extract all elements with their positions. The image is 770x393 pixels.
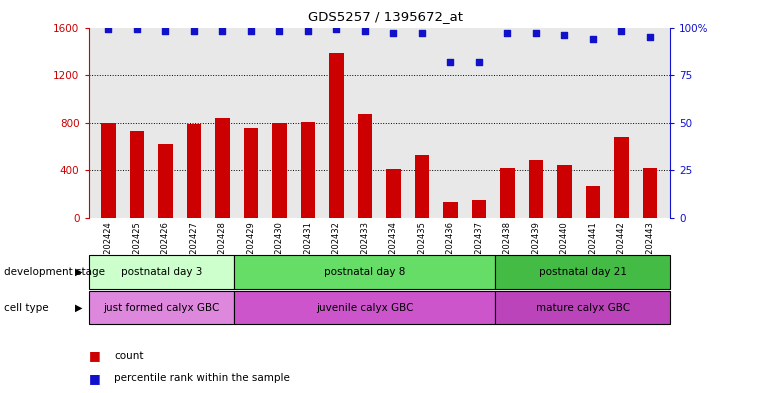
Bar (89, 255, 234, 289)
Text: count: count (114, 351, 143, 361)
Bar (244, 128, 258, 218)
Bar (614, 137, 628, 218)
Bar (387, 169, 400, 218)
Text: development stage: development stage (4, 267, 105, 277)
Text: postnatal day 8: postnatal day 8 (324, 267, 405, 277)
Bar (301, 121, 315, 218)
Point (302, 28, 314, 35)
Point (330, 26, 343, 33)
Text: postnatal day 3: postnatal day 3 (121, 267, 202, 277)
Bar (102, 123, 115, 218)
Point (416, 30, 428, 37)
Text: mature calyx GBC: mature calyx GBC (536, 303, 630, 312)
Text: cell type: cell type (4, 303, 49, 312)
Point (188, 28, 200, 35)
Point (359, 28, 371, 35)
Text: just formed calyx GBC: just formed calyx GBC (103, 303, 219, 312)
Point (216, 28, 229, 35)
Bar (444, 202, 457, 218)
Bar (557, 165, 571, 218)
Point (273, 28, 286, 35)
Bar (472, 200, 486, 218)
Point (473, 59, 485, 65)
Point (501, 30, 514, 37)
Bar (187, 124, 201, 218)
Bar (358, 114, 372, 218)
Bar (234, 291, 496, 324)
Point (245, 28, 257, 35)
Point (159, 28, 172, 35)
Point (387, 30, 400, 37)
Point (558, 32, 571, 38)
Text: juvenile calyx GBC: juvenile calyx GBC (316, 303, 413, 312)
Text: ▶: ▶ (75, 267, 82, 277)
Bar (529, 160, 543, 218)
Point (530, 30, 542, 37)
Point (644, 34, 656, 40)
Text: ■: ■ (89, 349, 100, 362)
Text: ▶: ▶ (75, 303, 82, 312)
Bar (496, 255, 670, 289)
Text: GDS5257 / 1395672_at: GDS5257 / 1395672_at (307, 10, 463, 23)
Point (444, 59, 457, 65)
Point (131, 26, 143, 33)
Bar (159, 144, 172, 218)
Bar (330, 53, 343, 218)
Bar (216, 118, 229, 218)
Bar (89, 291, 234, 324)
Bar (500, 168, 514, 218)
Point (587, 36, 599, 42)
Text: postnatal day 21: postnatal day 21 (539, 267, 627, 277)
Bar (586, 186, 600, 218)
Text: percentile rank within the sample: percentile rank within the sample (114, 373, 290, 383)
Text: ■: ■ (89, 371, 100, 385)
Point (615, 28, 628, 35)
Bar (496, 291, 670, 324)
Bar (643, 168, 657, 218)
Bar (130, 131, 144, 218)
Point (102, 26, 115, 33)
Bar (273, 123, 286, 218)
Bar (415, 155, 429, 218)
Bar (234, 255, 496, 289)
